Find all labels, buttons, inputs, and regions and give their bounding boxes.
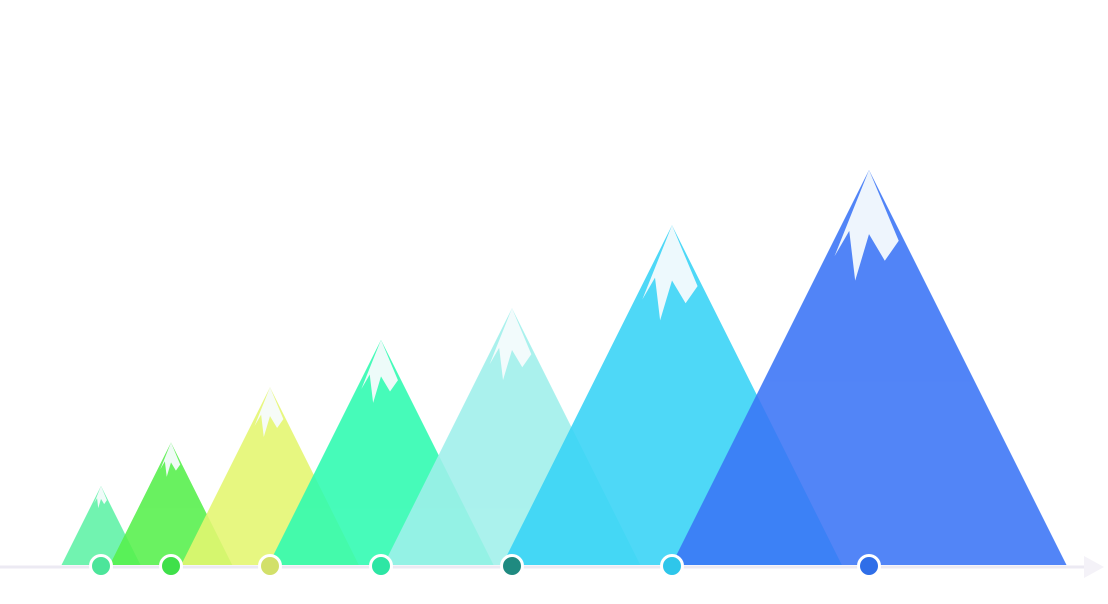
mountain-snow-cap bbox=[642, 225, 698, 321]
axis-marker-5[interactable] bbox=[500, 554, 524, 578]
mountain-snow-cap bbox=[834, 170, 899, 281]
mountain-7 bbox=[671, 170, 1067, 565]
axis-marker-6[interactable] bbox=[660, 554, 684, 578]
mountain-snow-cap bbox=[94, 486, 107, 509]
mountain-series bbox=[61, 170, 1067, 566]
x-axis-arrow bbox=[1084, 556, 1104, 578]
axis-marker-2[interactable] bbox=[159, 554, 183, 578]
mountain-snow-cap bbox=[254, 387, 284, 438]
mountain-snow-cap bbox=[160, 442, 181, 477]
mountain-body bbox=[671, 170, 1067, 565]
axis-marker-4[interactable] bbox=[369, 554, 393, 578]
axis-marker-7[interactable] bbox=[857, 554, 881, 578]
marker-series bbox=[89, 554, 881, 578]
mountain-snow-cap bbox=[361, 339, 398, 403]
axis-marker-3[interactable] bbox=[258, 554, 282, 578]
axis-marker-1[interactable] bbox=[89, 554, 113, 578]
mountain-snow-cap bbox=[489, 308, 532, 381]
